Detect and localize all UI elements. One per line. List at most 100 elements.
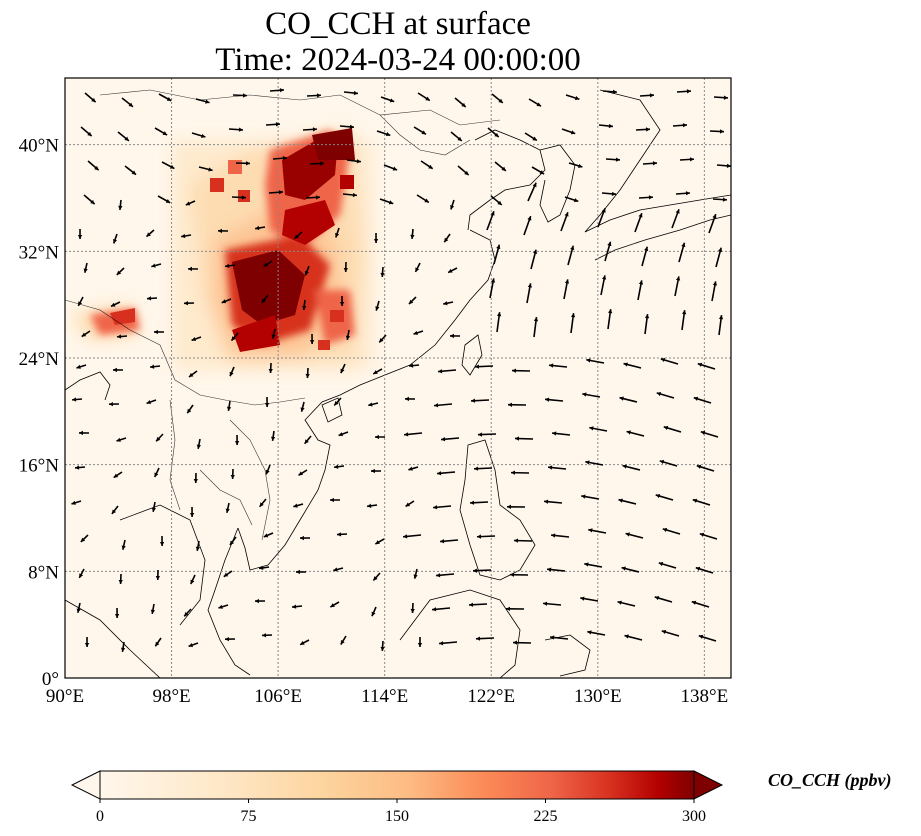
wind-arrow — [299, 535, 311, 541]
wind-arrow — [74, 465, 86, 470]
map-title: CO_CCH at surface — [265, 6, 531, 42]
wind-arrow — [561, 128, 576, 135]
wind-arrow — [149, 364, 161, 369]
wind-arrow — [195, 98, 210, 104]
wind-arrow — [550, 635, 569, 640]
wind-arrow — [457, 165, 470, 176]
wind-arrow — [604, 241, 612, 262]
wind-arrow — [224, 263, 236, 268]
wind-arrow — [151, 501, 157, 512]
wind-arrow — [528, 98, 542, 107]
wind-arrow — [496, 312, 502, 333]
wind-arrow — [309, 333, 315, 345]
lat-tick-label: 24°N — [19, 349, 60, 370]
wind-arrow — [124, 165, 137, 176]
wind-arrow — [605, 157, 621, 162]
wind-arrow — [188, 642, 199, 648]
wind-arrow — [618, 498, 637, 505]
wind-arrow — [510, 470, 530, 475]
wind-arrow — [159, 535, 165, 547]
wind-arrow — [625, 532, 644, 539]
wind-arrow — [228, 127, 244, 132]
wind-arrow — [414, 262, 421, 273]
wind-arrow — [580, 596, 599, 602]
wind-arrow — [376, 130, 391, 137]
wind-arrow — [83, 194, 96, 205]
colorbar-tick-label: 300 — [682, 808, 706, 825]
wind-arrow — [265, 464, 271, 475]
wind-arrow — [302, 299, 307, 311]
wind-arrow — [698, 634, 717, 642]
wind-arrow — [76, 602, 81, 613]
wind-arrow — [118, 199, 123, 211]
lat-tick-label: 40°N — [19, 136, 60, 157]
wind-arrow — [637, 280, 644, 301]
hainan-outline — [321, 397, 343, 423]
wind-arrow — [120, 641, 126, 653]
wind-arrow — [185, 200, 196, 206]
latitude-axis: 0° 8°N 16°N 24°N 32°N 40°N — [19, 136, 60, 690]
taiwan-outline — [461, 334, 483, 376]
wind-arrow — [662, 527, 681, 535]
wind-arrow — [617, 600, 636, 607]
wind-arrow — [437, 369, 457, 374]
wind-arrow — [151, 263, 162, 268]
wind-arrow — [598, 123, 614, 129]
wind-arrow — [231, 195, 247, 200]
wind-arrow — [155, 433, 164, 442]
wind-arrow — [708, 213, 717, 234]
colorbar-tick-label: 0 — [96, 808, 104, 825]
wind-arrow — [71, 500, 82, 505]
wind-arrow — [567, 245, 575, 266]
wind-arrow — [196, 438, 202, 449]
lon-tick-label: 122°E — [467, 686, 515, 707]
wind-arrow — [623, 362, 642, 369]
wind-arrow — [150, 603, 156, 614]
bay-of-bengal-coast — [65, 371, 111, 401]
wind-arrow — [339, 295, 345, 307]
lon-tick-label: 138°E — [681, 686, 729, 707]
wind-arrow — [443, 301, 454, 306]
wind-arrow — [374, 434, 386, 440]
wind-arrow — [265, 122, 281, 127]
wind-arrow — [218, 604, 229, 609]
japan-north-coast — [584, 194, 731, 233]
wind-arrow — [268, 362, 273, 374]
wind-arrow — [145, 229, 155, 238]
wind-arrow — [87, 160, 100, 171]
wind-arrow — [225, 502, 230, 513]
wind-arrow — [587, 630, 606, 636]
wind-arrow — [568, 162, 583, 168]
wind-arrow — [487, 127, 500, 138]
wind-arrow — [335, 227, 340, 238]
wind-arrow — [512, 640, 532, 645]
wind-arrow — [527, 182, 537, 202]
wind-arrow — [404, 432, 423, 437]
wind-arrow — [271, 328, 276, 339]
wind-arrow — [513, 538, 533, 543]
wind-arrow — [183, 608, 192, 617]
wind-arrow — [261, 633, 273, 638]
wind-arrow — [258, 565, 270, 571]
wind-arrow — [259, 498, 267, 508]
wind-arrow — [291, 604, 303, 609]
wind-arrow — [226, 400, 232, 412]
wind-arrow — [676, 89, 692, 94]
wind-arrow — [408, 466, 419, 471]
wind-arrow — [379, 198, 394, 205]
wind-arrow — [434, 403, 453, 408]
wind-arrow — [329, 601, 340, 608]
wind-arrow — [663, 425, 682, 433]
mongolia-border — [99, 89, 501, 126]
wind-arrow — [346, 159, 361, 164]
wind-arrow — [600, 275, 607, 296]
wind-arrow — [438, 641, 458, 646]
wind-arrow — [584, 562, 603, 568]
wind-arrow — [117, 131, 130, 142]
wind-arrow — [565, 94, 580, 101]
colorbar-max-extend — [693, 770, 724, 800]
wind-arrow — [404, 396, 416, 402]
pixel-hotspot — [238, 190, 250, 202]
korea-coast — [539, 144, 576, 223]
wind-arrow — [530, 249, 538, 270]
